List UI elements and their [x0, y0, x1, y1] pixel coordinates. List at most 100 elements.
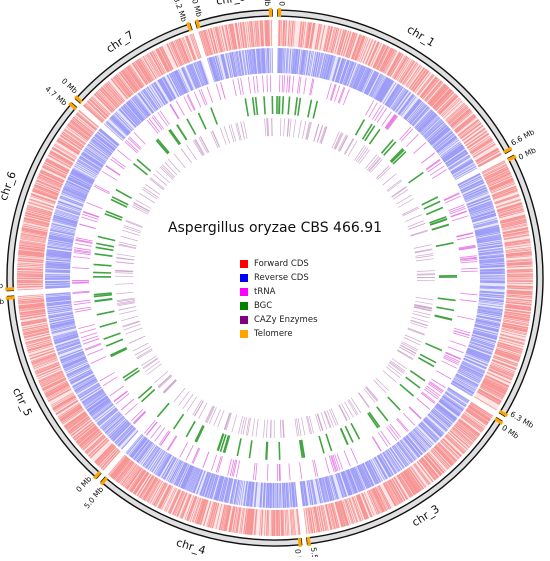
reverse-track-bg: [206, 48, 273, 83]
chromosome-label: chr_4: [175, 536, 208, 557]
trna-marks: [71, 149, 131, 284]
forward-track-bg: [473, 160, 533, 411]
chromosome-label: chr_5: [10, 386, 35, 419]
bgc-marks: [93, 292, 156, 403]
reverse-cds-marks: [125, 433, 298, 509]
legend-label: Forward CDS: [254, 259, 309, 269]
reverse-cds-marks: [45, 292, 139, 450]
legend-item: Forward CDS: [240, 257, 318, 271]
trna-marks: [436, 192, 478, 380]
trna-marks: [299, 378, 446, 480]
bgc-marks: [417, 196, 458, 368]
bgc-marks: [298, 370, 426, 459]
telomere-start: [5, 287, 15, 291]
telomere-start: [194, 19, 201, 29]
position-label-start: 0 Mb: [517, 145, 538, 161]
legend-swatch: [240, 260, 248, 268]
reverse-track-bg: [277, 48, 478, 181]
trna-marks: [215, 75, 272, 101]
telomere-end: [68, 101, 78, 111]
bgc-marks: [244, 95, 274, 117]
legend-swatch: [240, 274, 248, 282]
legend-label: tRNA: [254, 287, 276, 297]
position-label-end: 4.8 Mb: [0, 297, 5, 308]
plot-title: Aspergillus oryzae CBS 466.91: [167, 220, 383, 236]
reverse-track-bg: [125, 433, 298, 509]
position-label-end: 6.6 Mb: [509, 127, 536, 148]
trna-marks: [124, 86, 214, 154]
trna-marks: [143, 420, 291, 482]
cazy-marks: [228, 117, 273, 143]
bgc-marks: [92, 158, 152, 278]
legend-swatch: [240, 316, 248, 324]
reverse-cds-marks: [299, 387, 470, 507]
position-label-start: 0 Mb: [60, 76, 80, 95]
chromosome-label: chr_6: [0, 170, 19, 203]
telomere-start: [494, 417, 504, 425]
telomere-end: [306, 536, 311, 547]
position-label-end: 3.2 Mb: [172, 0, 189, 23]
forward-cds-marks: [82, 33, 202, 124]
forward-track-bg: [17, 109, 100, 291]
telomere-end: [268, 8, 273, 18]
cazy-marks: [396, 206, 436, 361]
reverse-cds-marks: [277, 47, 478, 181]
chromosome-label: chr_8: [215, 0, 247, 8]
trna-marks: [72, 290, 147, 425]
forward-cds-marks: [16, 110, 99, 291]
position-label-end: 1.8 Mb: [262, 0, 272, 6]
chromosome-chr_5: chr_5 0 Mb 4.8 Mb: [0, 290, 177, 494]
legend-item: Reverse CDS: [240, 271, 318, 285]
forward-cds-marks: [474, 160, 534, 411]
legend-swatch: [240, 288, 248, 296]
telomere-start: [507, 154, 517, 162]
forward-cds-marks: [198, 19, 273, 57]
reverse-track-bg: [45, 128, 120, 289]
trna-marks: [279, 75, 447, 179]
cazy-marks: [173, 387, 285, 439]
position-label-start: 0 Mb: [293, 549, 303, 557]
telomere-start: [92, 470, 102, 480]
bgc-marks: [155, 107, 219, 155]
telomere-start: [277, 8, 282, 18]
telomere-end: [503, 146, 513, 154]
reverse-cds-marks: [450, 172, 506, 397]
cazy-marks: [294, 358, 407, 437]
legend-item: BGC: [240, 299, 318, 313]
forward-cds-marks: [108, 454, 301, 537]
position-label-start: 0 Mb: [190, 0, 204, 18]
bgc-marks: [276, 95, 424, 184]
chromosome-chr_7: chr_70 Mb3.2 Mb: [60, 0, 231, 184]
legend-label: Telomere: [254, 329, 293, 339]
cazy-marks: [156, 126, 231, 184]
forward-cds-marks: [303, 401, 494, 535]
forward-track-bg: [17, 294, 121, 471]
cazy-marks: [115, 291, 177, 394]
forward-track-bg: [303, 401, 494, 535]
reverse-cds-marks: [206, 47, 273, 83]
legend-item: tRNA: [240, 285, 318, 299]
position-label-start: 0 Mb: [278, 0, 288, 6]
forward-cds-marks: [17, 294, 121, 471]
telomere-end: [5, 296, 15, 300]
telomere-end: [186, 21, 193, 32]
reverse-track-bg: [299, 387, 470, 507]
forward-track-bg: [198, 20, 273, 57]
telomere-end: [99, 476, 109, 486]
reverse-track-bg: [45, 292, 139, 450]
position-label-start: 0 Mb: [74, 474, 93, 494]
telomere-end: [498, 409, 509, 418]
legend-swatch: [240, 302, 248, 310]
cazy-marks: [279, 118, 415, 208]
position-label-end: 5.5 Mb: [309, 547, 322, 557]
reverse-cds-marks: [103, 60, 209, 141]
forward-track-bg: [107, 454, 301, 536]
legend-item: CAZy Enzymes: [240, 313, 318, 327]
telomere-start: [74, 95, 83, 104]
legend-label: CAZy Enzymes: [254, 315, 318, 325]
legend: Forward CDS Reverse CDS tRNA BGC CAZy Enzyme…: [240, 257, 318, 341]
legend-item: Telomere: [240, 327, 318, 341]
position-label-start: 0 Mb: [500, 423, 521, 441]
